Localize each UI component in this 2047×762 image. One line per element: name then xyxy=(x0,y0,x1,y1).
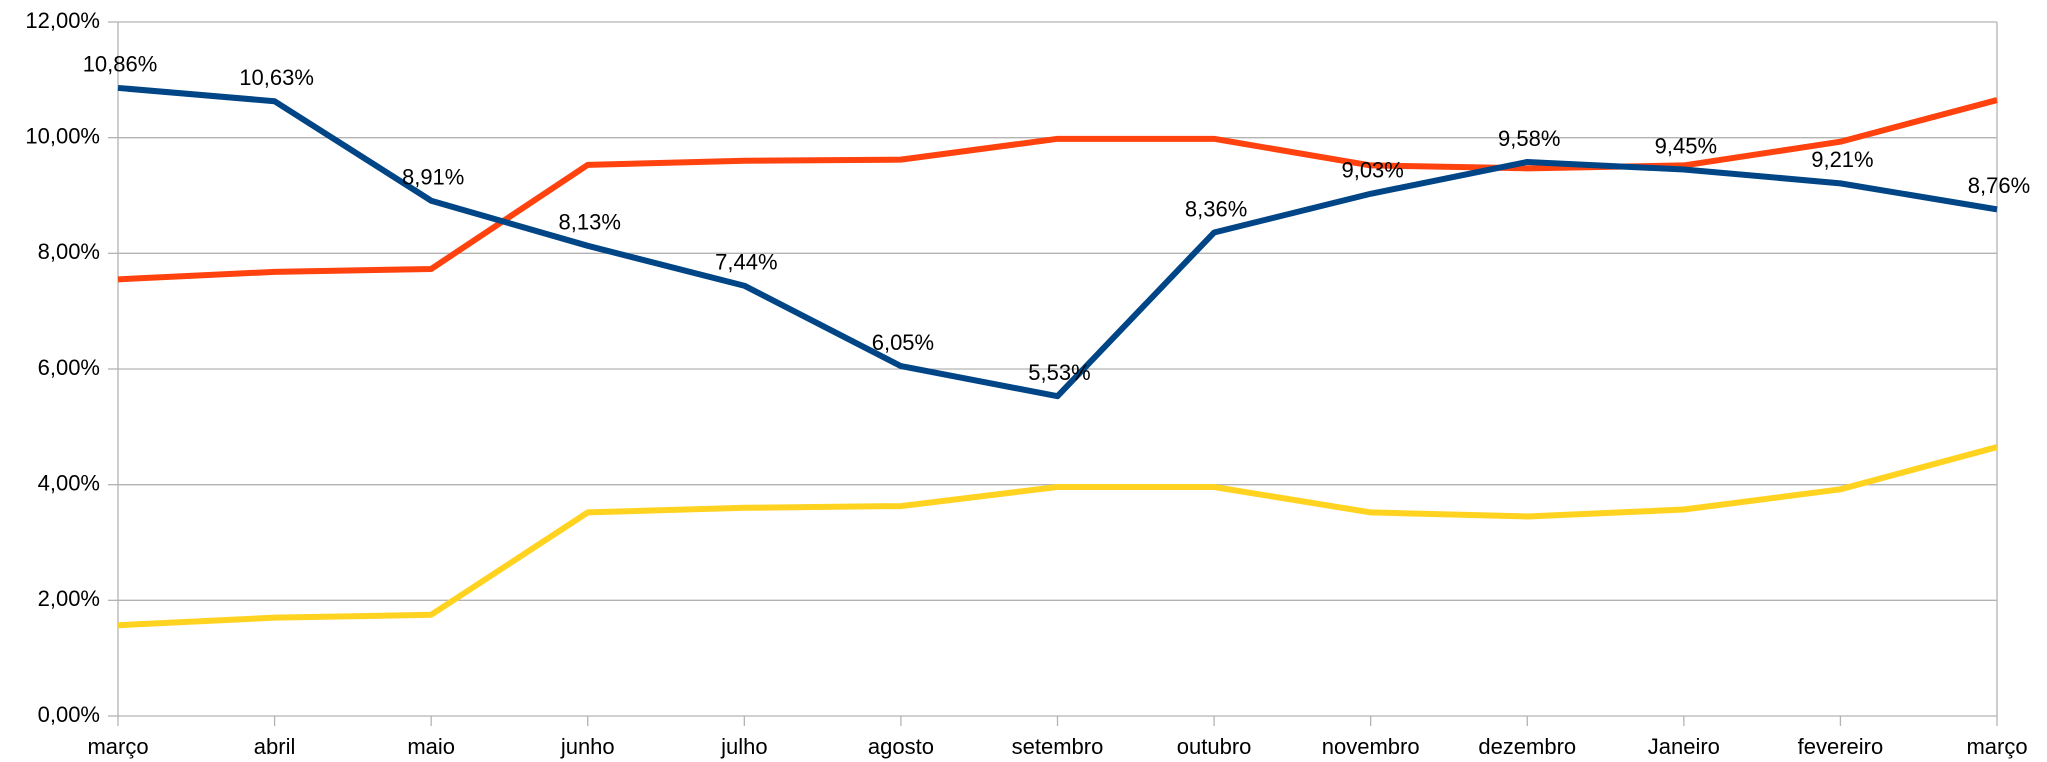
y-tick-label: 10,00% xyxy=(25,123,100,148)
data-label: 5,53% xyxy=(1028,360,1090,385)
y-tick-label: 4,00% xyxy=(38,470,100,495)
x-tick-label: março xyxy=(87,734,148,759)
x-tick-label: junho xyxy=(560,734,615,759)
data-label: 8,13% xyxy=(559,210,621,235)
x-tick-label: agosto xyxy=(868,734,934,759)
x-tick-label: Janeiro xyxy=(1648,734,1720,759)
y-tick-label: 6,00% xyxy=(38,355,100,380)
data-label: 8,36% xyxy=(1185,196,1247,221)
x-tick-label: março xyxy=(1966,734,2027,759)
x-tick-label: julho xyxy=(720,734,767,759)
data-label: 9,03% xyxy=(1341,158,1403,183)
y-tick-label: 12,00% xyxy=(25,8,100,33)
data-label: 9,58% xyxy=(1498,126,1560,151)
data-label: 8,76% xyxy=(1968,173,2030,198)
series-line xyxy=(117,84,1998,400)
data-label: 7,44% xyxy=(715,250,777,275)
series-line xyxy=(117,444,1998,629)
y-tick-label: 0,00% xyxy=(38,702,100,727)
data-label: 10,63% xyxy=(239,65,314,90)
x-tick-label: maio xyxy=(407,734,455,759)
data-label: 9,45% xyxy=(1655,133,1717,158)
y-tick-label: 8,00% xyxy=(38,239,100,264)
series-line xyxy=(117,97,1998,283)
x-tick-label: setembro xyxy=(1012,734,1104,759)
data-label: 6,05% xyxy=(872,330,934,355)
x-tick-label: abril xyxy=(254,734,296,759)
data-label: 8,91% xyxy=(402,165,464,190)
x-tick-label: novembro xyxy=(1322,734,1420,759)
x-tick-label: dezembro xyxy=(1478,734,1576,759)
y-tick-label: 2,00% xyxy=(38,586,100,611)
data-label: 10,86% xyxy=(83,52,158,77)
data-label: 9,21% xyxy=(1811,147,1873,172)
x-tick-label: outubro xyxy=(1177,734,1252,759)
x-tick-label: fevereiro xyxy=(1798,734,1884,759)
